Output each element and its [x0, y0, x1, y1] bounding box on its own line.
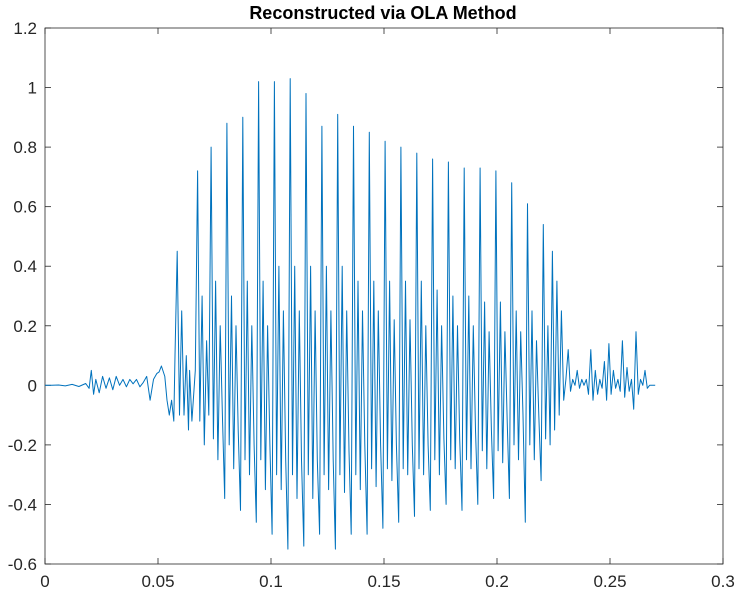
x-tick-label: 0.2 [485, 572, 509, 591]
y-tick-label: 1.2 [13, 19, 37, 38]
series-layer [45, 78, 656, 550]
y-tick-label: 0 [28, 376, 37, 395]
x-axis: 0 0.05 0.1 0.15 0.2 0.25 0.3 [40, 28, 735, 591]
series-line [45, 78, 656, 550]
y-tick-label: 0.8 [13, 138, 37, 157]
chart-title: Reconstructed via OLA Method [249, 3, 516, 23]
y-tick-label: 0.2 [13, 317, 37, 336]
x-tick-label: 0.1 [259, 572, 283, 591]
x-tick-label: 0 [40, 572, 49, 591]
x-tick-label: 0.05 [141, 572, 174, 591]
x-tick-label: 0.3 [711, 572, 735, 591]
y-tick-label: 0.6 [13, 198, 37, 217]
y-tick-label: 0.4 [13, 257, 37, 276]
x-tick-label: 0.15 [367, 572, 400, 591]
y-axis: -0.6 -0.4 -0.2 0 0.2 0.4 0.6 0.8 1 1.2 [8, 19, 723, 574]
x-tick-label: 0.25 [593, 572, 626, 591]
y-tick-label: -0.2 [8, 436, 37, 455]
y-tick-label: 1 [28, 79, 37, 98]
y-tick-label: -0.4 [8, 495, 37, 514]
y-tick-label: -0.6 [8, 555, 37, 574]
